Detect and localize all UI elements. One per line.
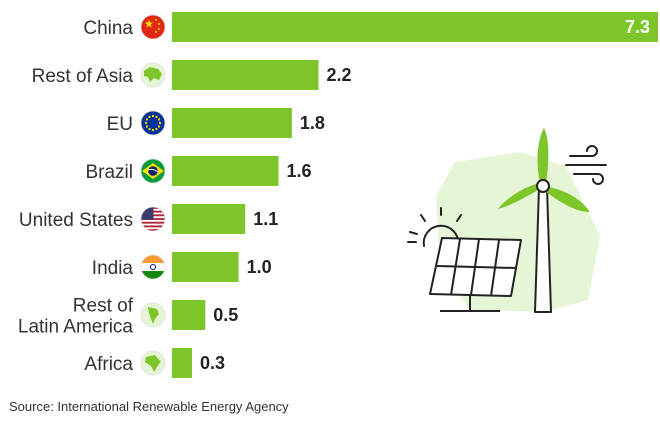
category-label-line: EU [107, 114, 133, 135]
category-label-0: China [83, 18, 133, 39]
bars-layer: 7.3 China 2.2 Rest of Asia 1.8 EU 1.6 Brazil 1.1… [18, 12, 658, 378]
category-label-5: India [92, 258, 134, 279]
china-flag-icon [140, 14, 166, 40]
category-label-line: Brazil [85, 162, 133, 183]
us-flag-icon [140, 206, 166, 232]
category-label-line: Rest of Asia [32, 66, 134, 87]
wind-lines-icon [565, 145, 607, 185]
africa-map-icon [140, 350, 166, 376]
source-note: Source: International Renewable Energy A… [9, 399, 289, 414]
bar-5 [172, 252, 239, 282]
brazil-flag-icon [140, 158, 166, 184]
bar-3 [172, 156, 279, 186]
category-label-line: Africa [84, 354, 133, 375]
category-label-4: United States [19, 210, 133, 231]
asia-map-icon [140, 62, 166, 88]
category-label-1: Rest of Asia [32, 66, 134, 87]
category-label-line: China [83, 18, 133, 39]
latin-america-map-icon [140, 302, 166, 328]
eu-flag-icon [140, 110, 166, 136]
bar-4 [172, 204, 246, 234]
flag-icons-layer [140, 14, 166, 376]
category-label-line: United States [19, 210, 133, 231]
sun-icon [407, 207, 462, 247]
bar-1 [172, 60, 319, 90]
bar-6 [172, 300, 206, 330]
value-label-3: 1.6 [287, 161, 312, 181]
value-label-4: 1.1 [253, 209, 278, 229]
india-flag-icon [140, 254, 166, 280]
bar-0 [172, 12, 658, 42]
category-label-3: Brazil [85, 162, 133, 183]
value-label-0: 7.3 [625, 17, 650, 37]
category-label-6: Rest of Latin America [18, 296, 134, 338]
wind-turbine-icon [498, 128, 590, 313]
category-label-line: Rest of [73, 296, 134, 317]
value-label-7: 0.3 [200, 353, 225, 373]
bar-7 [172, 348, 192, 378]
category-label-2: EU [107, 114, 133, 135]
bar-2 [172, 108, 292, 138]
solar-panel-icon [429, 237, 522, 312]
renewable-illustration [407, 128, 607, 313]
value-label-5: 1.0 [247, 257, 272, 277]
value-label-1: 2.2 [326, 65, 351, 85]
category-label-line: India [92, 258, 134, 279]
category-label-7: Africa [84, 354, 133, 375]
category-label-line: Latin America [18, 317, 134, 338]
value-label-2: 1.8 [300, 113, 325, 133]
value-label-6: 0.5 [213, 305, 238, 325]
